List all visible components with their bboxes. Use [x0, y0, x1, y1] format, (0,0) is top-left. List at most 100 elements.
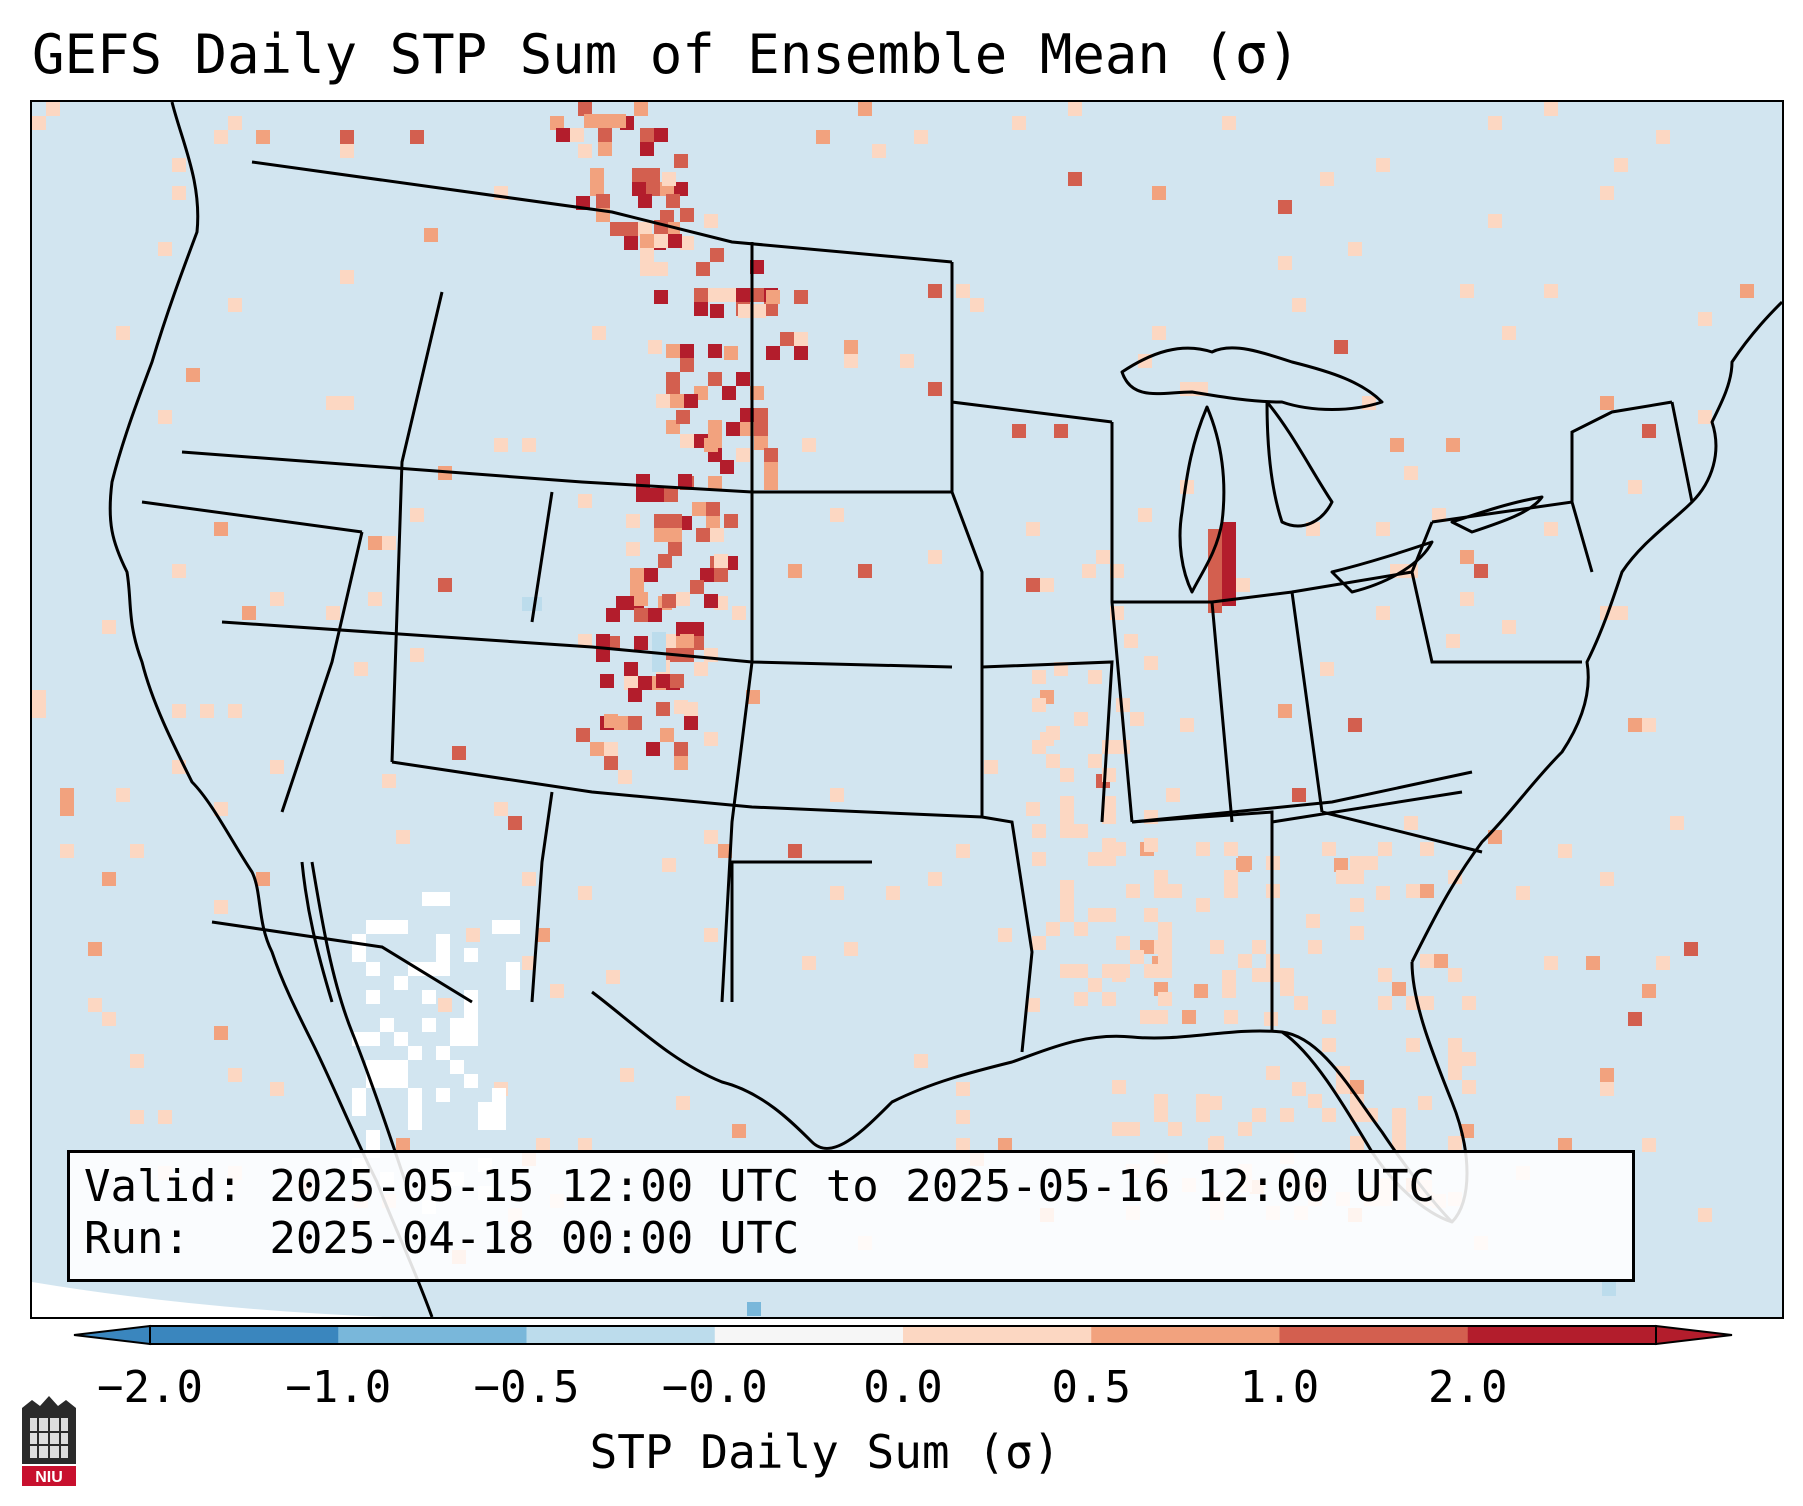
- anomaly-cell: [794, 290, 808, 304]
- anomaly-cell: [340, 130, 354, 144]
- anomaly-cell: [214, 900, 228, 914]
- anomaly-cell: [1116, 740, 1130, 754]
- anomaly-cell: [1116, 936, 1130, 950]
- anomaly-cell: [1154, 870, 1168, 884]
- anomaly-cell: [1602, 1282, 1616, 1296]
- colorbar-segment: [1091, 1326, 1280, 1344]
- anomaly-cell: [1222, 522, 1236, 536]
- anomaly-cell: [626, 514, 640, 528]
- anomaly-cell: [1032, 670, 1046, 684]
- anomaly-cell: [1404, 466, 1418, 480]
- anomaly-cell: [1448, 870, 1462, 884]
- anomaly-cell: [410, 130, 424, 144]
- anomaly-cell: [1378, 842, 1392, 856]
- anomaly-cell: [576, 728, 590, 742]
- anomaly-cell: [1222, 536, 1236, 550]
- anomaly-cell: [596, 634, 610, 648]
- colorbar-extend-min: [73, 1324, 151, 1346]
- anomaly-cell: [1168, 1122, 1182, 1136]
- anomaly-cell: [1116, 698, 1130, 712]
- anomaly-cell: [492, 1088, 506, 1102]
- anomaly-cell: [464, 1074, 478, 1088]
- map-panel: [30, 100, 1784, 1319]
- anomaly-cell: [1158, 922, 1172, 936]
- projection-edge: [32, 1282, 732, 1317]
- anomaly-cell: [596, 648, 610, 662]
- anomaly-cell: [624, 662, 638, 676]
- anomaly-cell: [680, 208, 694, 222]
- anomaly-cell: [1642, 718, 1656, 732]
- anomaly-cell: [228, 1068, 242, 1082]
- anomaly-cell: [680, 434, 694, 448]
- anomaly-cell: [1280, 982, 1294, 996]
- anomaly-cell: [422, 990, 436, 1004]
- anomaly-cell: [214, 522, 228, 536]
- anomaly-cell: [1448, 968, 1462, 982]
- anomaly-cell: [214, 130, 228, 144]
- anomaly-cell: [1210, 940, 1224, 954]
- anomaly-cell: [1222, 564, 1236, 578]
- anomaly-cell: [706, 502, 720, 516]
- anomaly-cell: [102, 620, 116, 634]
- anomaly-cell: [1012, 424, 1026, 438]
- anomaly-cell: [592, 326, 606, 340]
- anomaly-cell: [928, 284, 942, 298]
- anomaly-cell: [708, 420, 722, 434]
- anomaly-cell: [326, 396, 340, 410]
- anomaly-cell: [1628, 1012, 1642, 1026]
- anomaly-cell: [872, 144, 886, 158]
- anomaly-cell: [396, 1138, 410, 1152]
- anomaly-cell: [1046, 754, 1060, 768]
- anomaly-cell: [228, 298, 242, 312]
- anomaly-cell: [658, 554, 672, 568]
- anomaly-cell: [794, 332, 808, 346]
- anomaly-cell: [764, 448, 778, 462]
- anomaly-cell: [1320, 172, 1334, 186]
- anomaly-cell: [640, 128, 654, 142]
- anomaly-cell: [1196, 842, 1210, 856]
- anomaly-cell: [352, 1088, 366, 1102]
- anomaly-cell: [1378, 968, 1392, 982]
- anomaly-cell: [710, 248, 724, 262]
- anomaly-cell: [452, 746, 466, 760]
- anomaly-cell: [1600, 396, 1614, 410]
- anomaly-cell: [464, 1004, 478, 1018]
- anomaly-cell: [1320, 662, 1334, 676]
- anomaly-cell: [1032, 824, 1046, 838]
- anomaly-cell: [802, 438, 816, 452]
- colorbar-label: STP Daily Sum (σ): [589, 1425, 1061, 1479]
- anomaly-cell: [1032, 852, 1046, 866]
- anomaly-cell: [186, 368, 200, 382]
- anomaly-cell: [598, 142, 612, 156]
- anomaly-cell: [1642, 424, 1656, 438]
- anomaly-cell: [1446, 438, 1460, 452]
- anomaly-cell: [1154, 884, 1168, 898]
- anomaly-cell: [736, 448, 750, 462]
- anomaly-cell: [656, 394, 670, 408]
- anomaly-cell: [1182, 1010, 1196, 1024]
- anomaly-cell: [674, 742, 688, 756]
- anomaly-cell: [662, 594, 676, 608]
- anomaly-cell: [228, 116, 242, 130]
- anomaly-cell: [596, 194, 610, 208]
- anomaly-cell: [1126, 884, 1140, 898]
- anomaly-cell: [1222, 970, 1236, 984]
- anomaly-cell: [956, 844, 970, 858]
- anomaly-cell: [1060, 796, 1074, 810]
- anomaly-cell: [1124, 634, 1138, 648]
- anomaly-cell: [1390, 438, 1404, 452]
- anomaly-cell: [886, 886, 900, 900]
- anomaly-cell: [732, 1124, 746, 1138]
- anomaly-cell: [1060, 894, 1074, 908]
- anomaly-cell: [578, 494, 592, 508]
- anomaly-cell: [690, 622, 704, 636]
- anomaly-cell: [704, 928, 718, 942]
- anomaly-cell: [612, 114, 626, 128]
- anomaly-cell: [714, 568, 728, 582]
- anomaly-cell: [1322, 842, 1336, 856]
- anomaly-cell: [618, 770, 632, 784]
- anomaly-cell: [116, 326, 130, 340]
- anomaly-cell: [1194, 984, 1208, 998]
- anomaly-cell: [368, 536, 382, 550]
- anomaly-cell: [674, 700, 688, 714]
